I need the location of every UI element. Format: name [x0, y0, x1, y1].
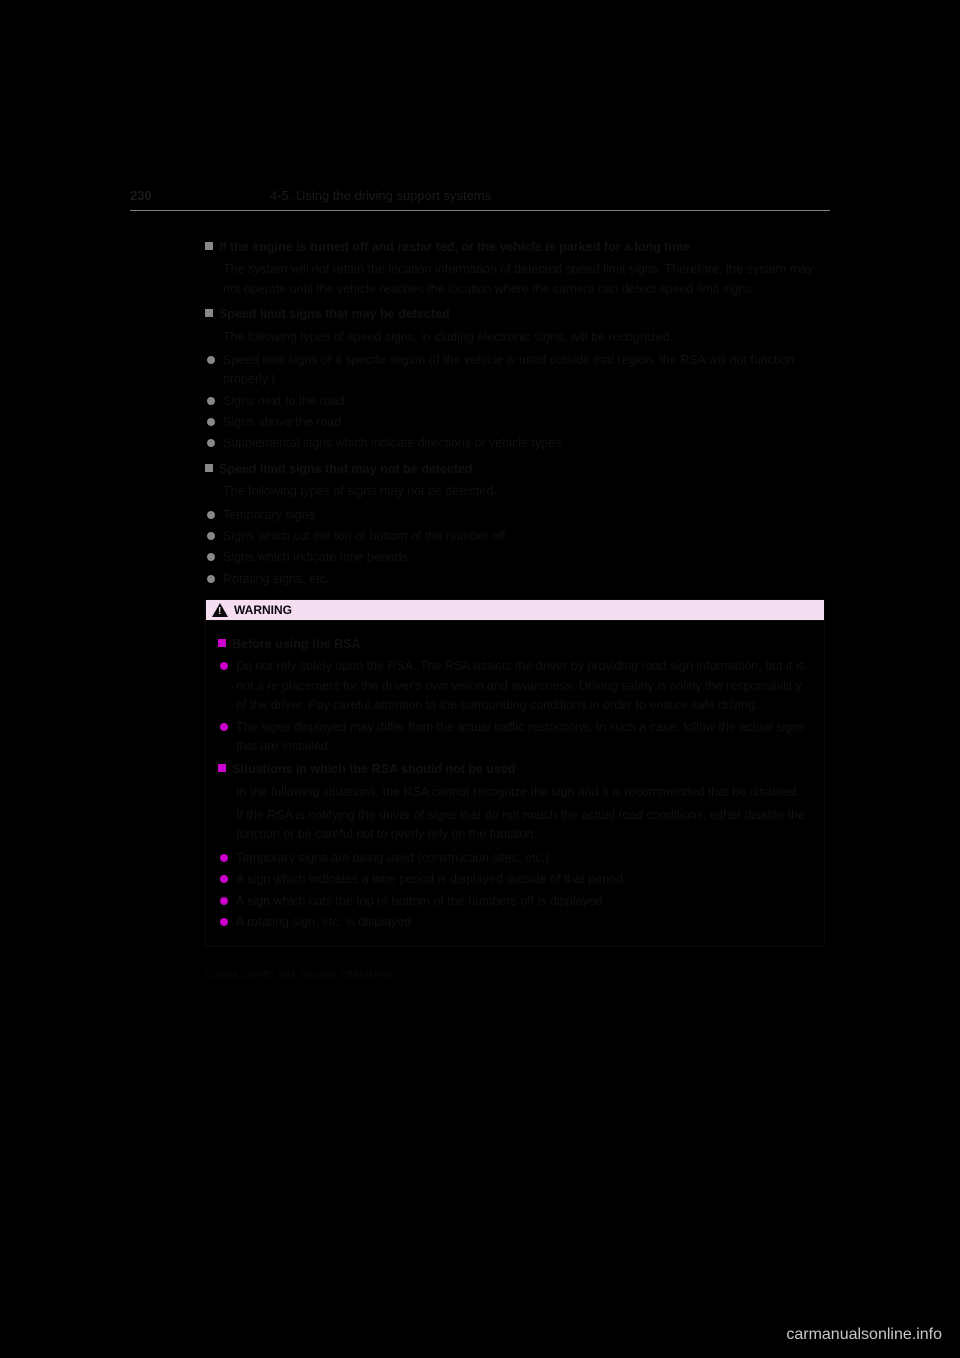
paragraph: The following types of signs may not be … [205, 482, 830, 501]
paragraph: The following types of speed signs, in c… [205, 328, 830, 347]
page-number: 230 [130, 188, 152, 203]
warning-label: WARNING [234, 601, 292, 620]
page-content: If the engine is turned off and restar t… [205, 232, 830, 947]
bullet-icon [220, 662, 228, 670]
list-item-text: Rotating signs, etc. [223, 572, 329, 586]
list-item: Temporary signs are being used (construc… [218, 849, 812, 868]
list-item: A sign which cuts the top or bottom of t… [218, 892, 812, 911]
footer-code: COROLLA(HB)_OM_General_OM12M76E [205, 970, 830, 981]
list-item-text: Do not rely solely upon the RSA. The RSA… [236, 659, 805, 712]
square-marker-icon [205, 464, 213, 472]
paragraph: The system will not retain the location … [205, 260, 830, 299]
list-item: Speed limit signs of a specific region (… [205, 351, 830, 390]
section-title: 4-5. Using the driving support systems [270, 188, 491, 203]
list-item: Temporary signs [205, 506, 830, 525]
bullet-icon [207, 439, 215, 447]
list-item: Signs which cut the top or bottom of the… [205, 527, 830, 546]
warning-body: Before using the RSA Do not rely solely … [205, 621, 825, 947]
bullet-icon [220, 854, 228, 862]
list-item: The signs displayed may differ from the … [218, 718, 812, 757]
list-item-text: A sign which cuts the top or bottom of t… [236, 894, 603, 908]
list-item-text: Speed limit signs of a specific region (… [223, 353, 794, 386]
warning-header: WARNING [205, 599, 825, 621]
watermark: carmanualsonline.info [786, 1326, 942, 1344]
bullet-icon [220, 918, 228, 926]
list-item: Signs next to the road [205, 392, 830, 411]
list-item: Rotating signs, etc. [205, 570, 830, 589]
list-item: Signs above the road [205, 413, 830, 432]
list-item-text: A rotating sign, etc. is displayed [236, 915, 411, 929]
bullet-icon [207, 575, 215, 583]
bullet-icon [207, 397, 215, 405]
warning-subheading: Before using the RSA [218, 635, 812, 654]
bullet-icon [220, 723, 228, 731]
list-item-text: Temporary signs are being used (construc… [236, 851, 549, 865]
square-marker-icon [205, 242, 213, 250]
paragraph: In the following situations, the RSA can… [218, 783, 812, 802]
subheading: Speed limit signs that may not be detect… [205, 460, 830, 479]
list-item: A rotating sign, etc. is displayed [218, 913, 812, 932]
bullet-icon [207, 532, 215, 540]
list-item: Supplemental signs which indicate direct… [205, 434, 830, 453]
bullet-icon [207, 511, 215, 519]
subheading-text: Speed limit signs that may be detected [219, 307, 450, 321]
warning-subheading: Situations in which the RSA should not b… [218, 760, 812, 779]
square-marker-icon [218, 764, 226, 772]
warning-subheading-text: Situations in which the RSA should not b… [232, 762, 516, 776]
subheading-text: If the engine is turned off and restar t… [219, 240, 690, 254]
paragraph: If the RSA is notifying the driver of si… [218, 806, 812, 845]
warning-subheading-text: Before using the RSA [232, 637, 361, 651]
list-item-text: Temporary signs [223, 508, 315, 522]
list-item-text: The signs displayed may differ from the … [236, 720, 805, 753]
subheading-text: Speed limit signs that may not be detect… [219, 462, 473, 476]
bullet-icon [207, 356, 215, 364]
list-item-text: Signs above the road [223, 415, 341, 429]
header-divider [130, 210, 830, 211]
square-marker-icon [218, 639, 226, 647]
bullet-icon [220, 875, 228, 883]
subheading: Speed limit signs that may be detected [205, 305, 830, 324]
subheading: If the engine is turned off and restar t… [205, 238, 830, 257]
bullet-icon [207, 418, 215, 426]
bullet-icon [207, 553, 215, 561]
bullet-icon [220, 897, 228, 905]
warning-triangle-icon [212, 603, 228, 617]
list-item-text: Signs which cut the top or bottom of the… [223, 529, 506, 543]
list-item: A sign which indicates a time period is … [218, 870, 812, 889]
list-item: Signs which indicate time periods [205, 548, 830, 567]
list-item-text: Supplemental signs which indicate direct… [223, 436, 561, 450]
list-item: Do not rely solely upon the RSA. The RSA… [218, 657, 812, 715]
list-item-text: Signs which indicate time periods [223, 550, 408, 564]
square-marker-icon [205, 309, 213, 317]
list-item-text: A sign which indicates a time period is … [236, 872, 623, 886]
list-item-text: Signs next to the road [223, 394, 345, 408]
